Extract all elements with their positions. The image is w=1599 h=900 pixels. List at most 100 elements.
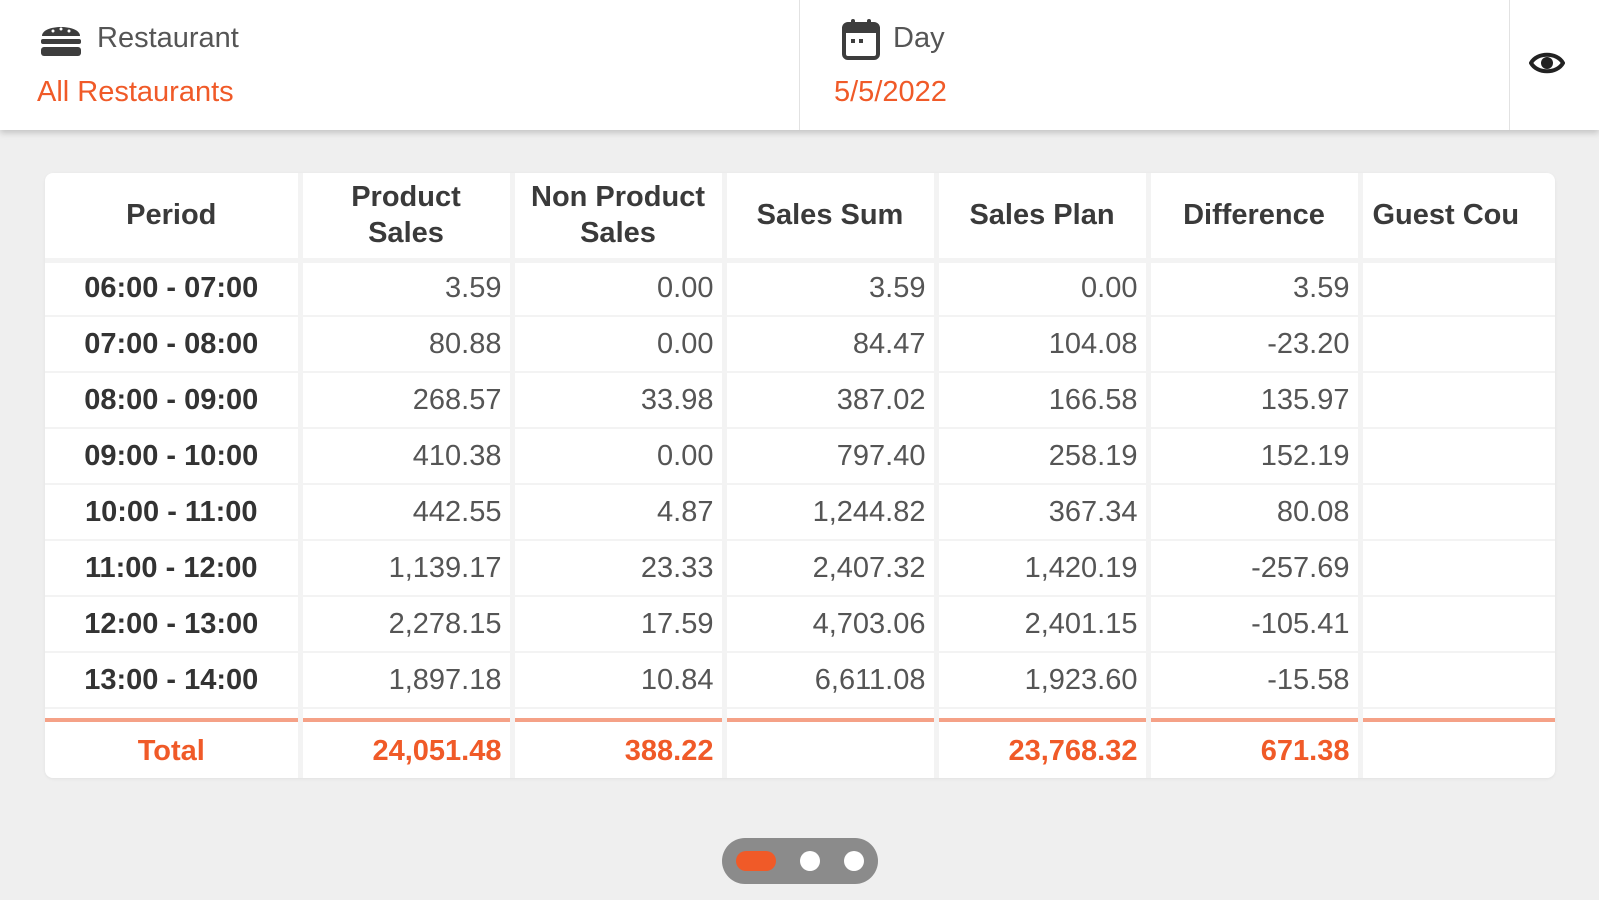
value-cell: 2,401.15 bbox=[936, 596, 1151, 653]
filter-header: Restaurant All Restaurants Day 5/5/2022 bbox=[0, 0, 1599, 130]
value-cell: 4,703.06 bbox=[724, 596, 939, 653]
visibility-toggle-button[interactable] bbox=[1510, 0, 1599, 130]
value-cell: -15.58 bbox=[1148, 652, 1363, 709]
value-cell: 2,407.32 bbox=[724, 540, 939, 597]
value-cell: 152.19 bbox=[1148, 428, 1363, 485]
table-row: 08:00 - 09:00 268.57 33.98 387.02 166.58 135.… bbox=[45, 372, 1555, 429]
table-spacer bbox=[45, 708, 1555, 720]
page-dot-3[interactable] bbox=[844, 851, 864, 871]
value-cell: -257.69 bbox=[1148, 540, 1363, 597]
value-cell: 6,611.08 bbox=[724, 652, 939, 709]
value-cell: 17.59 bbox=[512, 596, 727, 653]
value-cell: 258.19 bbox=[936, 428, 1151, 485]
value-cell bbox=[1360, 316, 1555, 373]
value-cell: 442.55 bbox=[300, 484, 515, 541]
period-cell: 08:00 - 09:00 bbox=[45, 372, 303, 429]
value-cell: 268.57 bbox=[300, 372, 515, 429]
value-cell: 0.00 bbox=[512, 260, 727, 317]
day-filter-label: Day bbox=[893, 22, 945, 54]
value-cell: 367.34 bbox=[936, 484, 1151, 541]
value-cell bbox=[1360, 484, 1555, 541]
period-cell: 10:00 - 11:00 bbox=[45, 484, 303, 541]
column-header: Period bbox=[45, 173, 303, 263]
calendar-icon bbox=[842, 19, 880, 60]
value-cell: 797.40 bbox=[724, 428, 939, 485]
value-cell bbox=[1360, 372, 1555, 429]
spacer-cell bbox=[45, 708, 303, 720]
value-cell: 410.38 bbox=[300, 428, 515, 485]
period-cell: 11:00 - 12:00 bbox=[45, 540, 303, 597]
spacer-cell bbox=[724, 708, 939, 720]
value-cell: 3.59 bbox=[300, 260, 515, 317]
sales-table-card[interactable]: Period Product Sales Non Product Sales S… bbox=[45, 173, 1555, 778]
value-cell bbox=[1360, 428, 1555, 485]
period-cell: 07:00 - 08:00 bbox=[45, 316, 303, 373]
value-cell: 2 bbox=[1360, 596, 1555, 653]
value-cell: -105.41 bbox=[1148, 596, 1363, 653]
value-cell: 80.08 bbox=[1148, 484, 1363, 541]
value-cell: 24,051.48 bbox=[300, 718, 515, 778]
column-header: Sales Sum bbox=[724, 173, 939, 263]
day-filter-value[interactable]: 5/5/2022 bbox=[834, 76, 947, 108]
value-cell: 3.59 bbox=[1148, 260, 1363, 317]
page-dot-2[interactable] bbox=[800, 851, 820, 871]
value-cell: 20 bbox=[1360, 718, 1555, 778]
period-cell: 13:00 - 14:00 bbox=[45, 652, 303, 709]
value-cell: 1 bbox=[1360, 652, 1555, 709]
value-cell: 3.59 bbox=[724, 260, 939, 317]
value-cell: 4.87 bbox=[512, 484, 727, 541]
period-cell: Total bbox=[45, 718, 303, 778]
value-cell: 80.88 bbox=[300, 316, 515, 373]
column-header: Sales Plan bbox=[936, 173, 1151, 263]
value-cell bbox=[724, 718, 939, 778]
value-cell: 84.47 bbox=[724, 316, 939, 373]
spacer-cell bbox=[512, 708, 727, 720]
value-cell: 671.38 bbox=[1148, 718, 1363, 778]
value-cell: 2,278.15 bbox=[300, 596, 515, 653]
day-filter[interactable]: Day 5/5/2022 bbox=[800, 0, 1510, 130]
eye-icon bbox=[1529, 52, 1565, 74]
column-header: Difference bbox=[1148, 173, 1363, 263]
sales-table: Period Product Sales Non Product Sales S… bbox=[45, 173, 1555, 778]
value-cell: 23.33 bbox=[512, 540, 727, 597]
table-header-row: Period Product Sales Non Product Sales S… bbox=[45, 173, 1555, 263]
value-cell: 1,244.82 bbox=[724, 484, 939, 541]
spacer-cell bbox=[1360, 708, 1555, 720]
value-cell: 0.00 bbox=[512, 316, 727, 373]
value-cell: 388.22 bbox=[512, 718, 727, 778]
column-header: Product Sales bbox=[300, 173, 515, 263]
value-cell: -23.20 bbox=[1148, 316, 1363, 373]
value-cell: 387.02 bbox=[724, 372, 939, 429]
spacer-cell bbox=[936, 708, 1151, 720]
value-cell bbox=[1360, 260, 1555, 317]
page-indicator[interactable] bbox=[722, 838, 878, 884]
column-header: Guest Cou bbox=[1360, 173, 1555, 263]
restaurant-filter-value[interactable]: All Restaurants bbox=[37, 76, 234, 108]
value-cell: 10.84 bbox=[512, 652, 727, 709]
restaurant-filter-label: Restaurant bbox=[97, 22, 239, 54]
value-cell: 135.97 bbox=[1148, 372, 1363, 429]
value-cell: 104.08 bbox=[936, 316, 1151, 373]
table-row: 06:00 - 07:00 3.59 0.00 3.59 0.00 3.59 bbox=[45, 260, 1555, 317]
value-cell: 0.00 bbox=[512, 428, 727, 485]
period-cell: 12:00 - 13:00 bbox=[45, 596, 303, 653]
value-cell: 1 bbox=[1360, 540, 1555, 597]
burger-icon bbox=[41, 27, 81, 56]
table-row: 12:00 - 13:00 2,278.15 17.59 4,703.06 2,401.… bbox=[45, 596, 1555, 653]
value-cell: 166.58 bbox=[936, 372, 1151, 429]
table-row: 10:00 - 11:00 442.55 4.87 1,244.82 367.34 80.… bbox=[45, 484, 1555, 541]
value-cell: 33.98 bbox=[512, 372, 727, 429]
period-cell: 09:00 - 10:00 bbox=[45, 428, 303, 485]
period-cell: 06:00 - 07:00 bbox=[45, 260, 303, 317]
value-cell: 1,420.19 bbox=[936, 540, 1151, 597]
table-row: 13:00 - 14:00 1,897.18 10.84 6,611.08 1,923.… bbox=[45, 652, 1555, 709]
value-cell: 1,923.60 bbox=[936, 652, 1151, 709]
restaurant-filter[interactable]: Restaurant All Restaurants bbox=[0, 0, 800, 130]
table-row: 07:00 - 08:00 80.88 0.00 84.47 104.08 -23.20 bbox=[45, 316, 1555, 373]
value-cell: 1,897.18 bbox=[300, 652, 515, 709]
table-row: 09:00 - 10:00 410.38 0.00 797.40 258.19 152.1… bbox=[45, 428, 1555, 485]
column-header: Non Product Sales bbox=[512, 173, 727, 263]
page-dot-1[interactable] bbox=[736, 851, 776, 871]
table-row: 11:00 - 12:00 1,139.17 23.33 2,407.32 1,420.… bbox=[45, 540, 1555, 597]
